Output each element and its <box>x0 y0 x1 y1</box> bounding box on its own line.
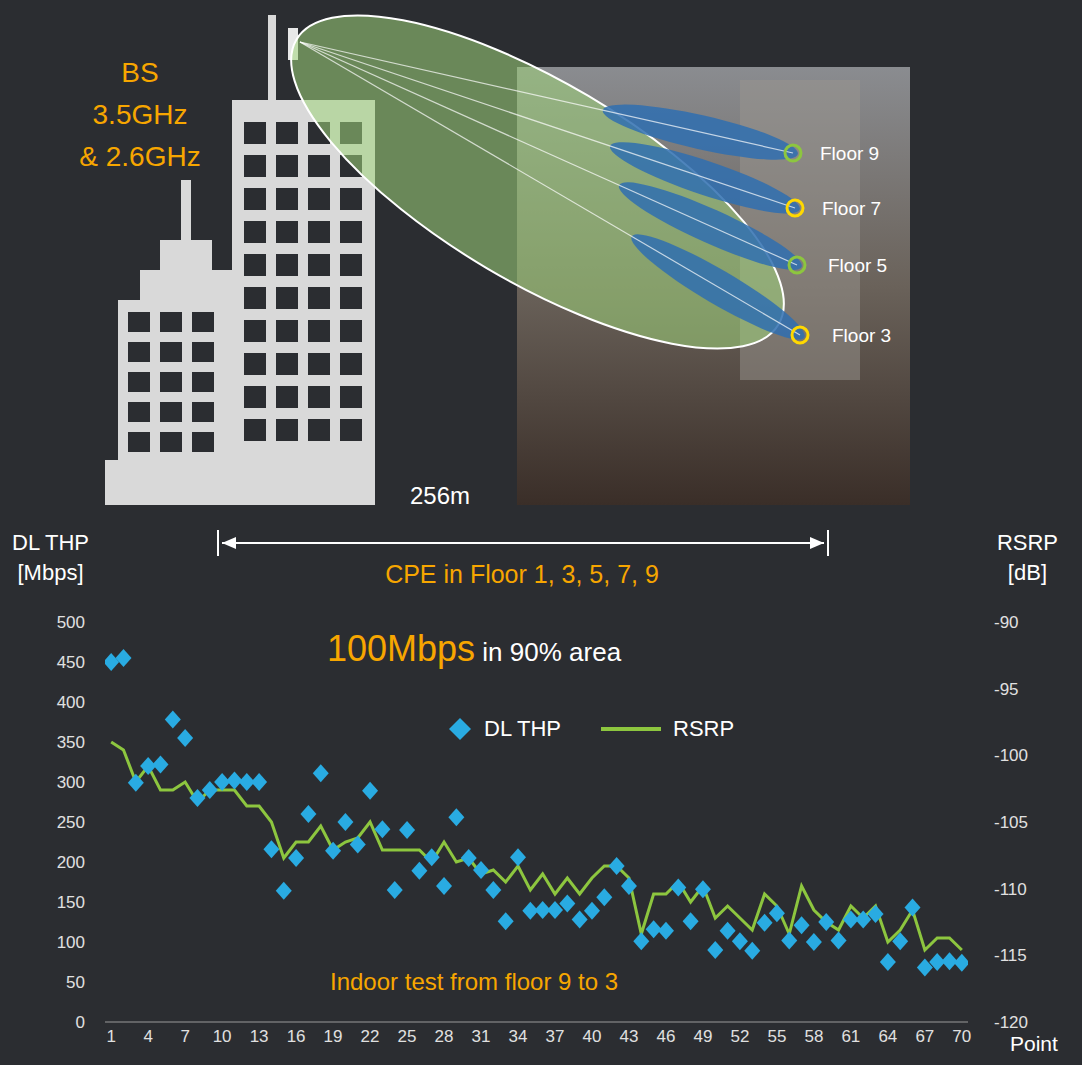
svg-text:43: 43 <box>620 1027 639 1046</box>
svg-text:350: 350 <box>57 733 85 752</box>
svg-text:52: 52 <box>730 1027 749 1046</box>
svg-text:55: 55 <box>767 1027 786 1046</box>
html-text:Indoor test from floor 9 to 3: Indoor test from floor 9 to 3 <box>330 968 619 995</box>
svg-text:150: 150 <box>57 893 85 912</box>
svg-text:67: 67 <box>915 1027 934 1046</box>
svg-text:16: 16 <box>287 1027 306 1046</box>
svg-text:BS: BS <box>121 57 158 88</box>
svg-text:50: 50 <box>66 973 85 992</box>
svg-text:-90: -90 <box>994 613 1019 632</box>
svg-text:7: 7 <box>180 1027 189 1046</box>
svg-text:-110: -110 <box>994 880 1027 899</box>
svg-text:19: 19 <box>324 1027 343 1046</box>
svg-text:Floor 3: Floor 3 <box>832 325 891 346</box>
svg-text:22: 22 <box>361 1027 380 1046</box>
svg-text:0: 0 <box>76 1013 85 1032</box>
svg-text:250: 250 <box>57 813 85 832</box>
svg-text:256m: 256m <box>410 482 470 509</box>
html-text:[Mbps]: [Mbps] <box>17 560 84 585</box>
svg-text:58: 58 <box>804 1027 823 1046</box>
svg-text:3.5GHz: 3.5GHz <box>93 99 188 130</box>
svg-text:CPE in Floor 1, 3, 5, 7, 9: CPE in Floor 1, 3, 5, 7, 9 <box>385 560 659 588</box>
svg-text:31: 31 <box>472 1027 491 1046</box>
html-text:100Mbpsin 90% area: 100Mbpsin 90% area <box>327 628 622 669</box>
svg-text:37: 37 <box>546 1027 565 1046</box>
svg-text:500: 500 <box>57 613 85 632</box>
html-text:RSRP: RSRP <box>996 530 1058 555</box>
svg-text:Floor 9: Floor 9 <box>820 143 879 164</box>
svg-text:-120: -120 <box>994 1013 1028 1032</box>
svg-text:64: 64 <box>878 1027 897 1046</box>
svg-text:1: 1 <box>106 1027 115 1046</box>
svg-text:13: 13 <box>250 1027 269 1046</box>
html-text:Point: Point <box>1010 1032 1058 1055</box>
svg-text:-95: -95 <box>994 680 1019 699</box>
svg-text:70: 70 <box>952 1027 971 1046</box>
svg-text:& 2.6GHz: & 2.6GHz <box>79 141 200 172</box>
svg-text:300: 300 <box>57 773 85 792</box>
svg-text:49: 49 <box>693 1027 712 1046</box>
svg-text:4: 4 <box>143 1027 152 1046</box>
html-text:[dB]: [dB] <box>1007 560 1047 585</box>
html-text:DL THP: DL THP <box>12 530 89 555</box>
svg-text:Floor 7: Floor 7 <box>822 198 881 219</box>
svg-text:61: 61 <box>841 1027 860 1046</box>
svg-text:10: 10 <box>213 1027 232 1046</box>
svg-text:40: 40 <box>583 1027 602 1046</box>
svg-text:28: 28 <box>435 1027 454 1046</box>
svg-text:200: 200 <box>57 853 85 872</box>
svg-text:100: 100 <box>57 933 85 952</box>
svg-text:46: 46 <box>656 1027 675 1046</box>
svg-text:-100: -100 <box>994 746 1028 765</box>
html-text:DL THP: DL THP <box>484 716 561 741</box>
html-text:RSRP: RSRP <box>673 716 735 741</box>
svg-text:-105: -105 <box>994 813 1028 832</box>
svg-text:-115: -115 <box>994 946 1027 965</box>
svg-text:34: 34 <box>509 1027 528 1046</box>
svg-text:Floor 5: Floor 5 <box>828 255 887 276</box>
svg-text:400: 400 <box>57 693 85 712</box>
svg-text:450: 450 <box>57 653 85 672</box>
svg-text:25: 25 <box>398 1027 417 1046</box>
